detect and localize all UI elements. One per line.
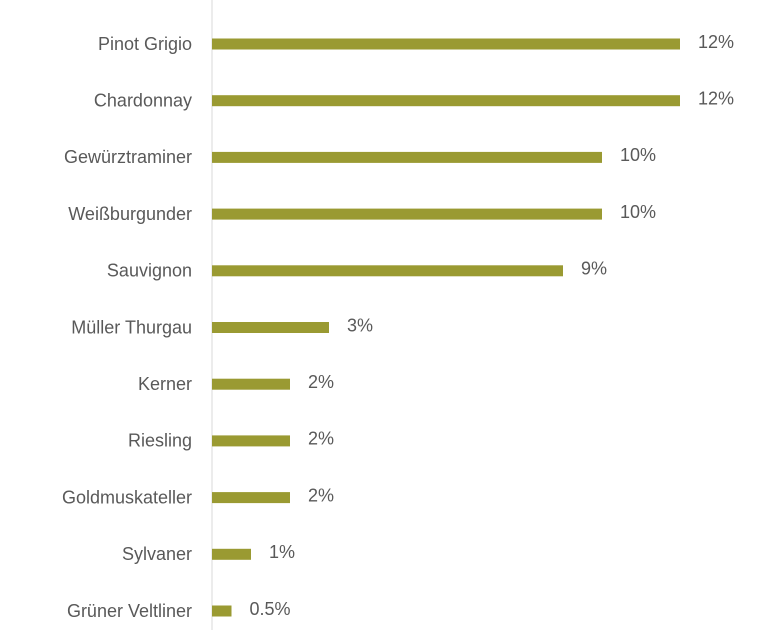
bar — [212, 322, 329, 333]
bar — [212, 492, 290, 504]
category-label: Kerner — [138, 374, 192, 394]
category-label: Müller Thurgau — [71, 317, 192, 337]
category-label: Weißburgunder — [68, 204, 192, 224]
value-label: 12% — [698, 32, 734, 52]
bar — [212, 548, 251, 560]
value-label: 2% — [308, 485, 334, 505]
value-label: 12% — [698, 88, 734, 108]
bar — [212, 208, 602, 220]
value-label: 0.5% — [250, 599, 291, 619]
value-label: 9% — [581, 259, 607, 279]
bar — [212, 605, 232, 617]
category-label: Grüner Veltliner — [67, 601, 192, 621]
value-label: 2% — [308, 372, 334, 392]
category-label: Sauvignon — [107, 261, 192, 281]
bar — [212, 151, 602, 163]
category-label: Goldmuskateller — [62, 487, 192, 507]
value-label: 2% — [308, 429, 334, 449]
bar — [212, 378, 290, 390]
bar — [212, 38, 680, 50]
bar — [212, 95, 680, 107]
category-label: Sylvaner — [122, 544, 192, 564]
value-label: 1% — [269, 542, 295, 562]
value-label: 10% — [620, 202, 656, 222]
bar — [212, 265, 563, 277]
category-label: Riesling — [128, 431, 192, 451]
value-label: 3% — [347, 315, 373, 335]
category-label: Chardonnay — [94, 90, 192, 110]
category-label: Gewürztraminer — [64, 147, 192, 167]
value-label: 10% — [620, 145, 656, 165]
bar — [212, 435, 290, 447]
category-label: Pinot Grigio — [98, 34, 192, 54]
